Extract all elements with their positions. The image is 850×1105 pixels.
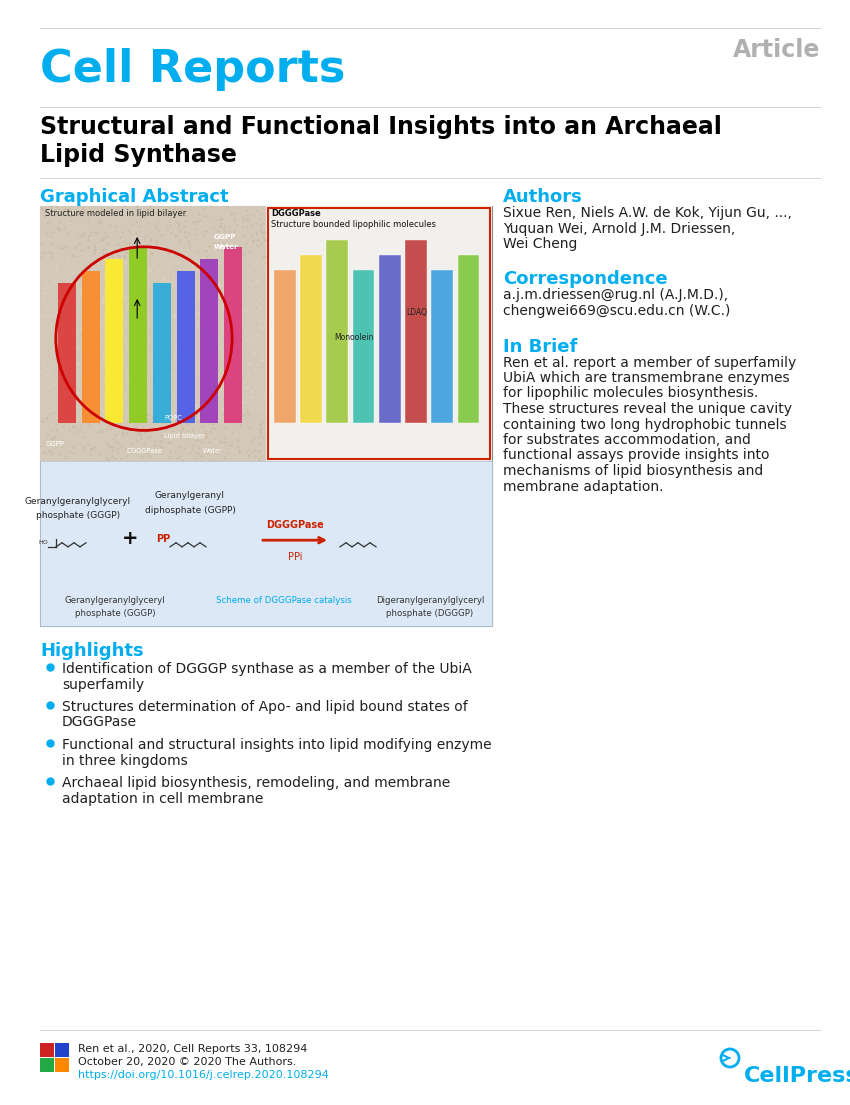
Bar (82, 271, 99, 423)
Text: superfamily: superfamily (62, 677, 144, 692)
Text: Digeranylgeranylglyceryl: Digeranylgeranylglyceryl (376, 597, 484, 606)
Text: Authors: Authors (503, 188, 583, 206)
Text: Sixue Ren, Niels A.W. de Kok, Yijun Gu, ...,: Sixue Ren, Niels A.W. de Kok, Yijun Gu, … (503, 206, 792, 220)
Text: Structures determination of Apo- and lipid bound states of: Structures determination of Apo- and lip… (62, 699, 468, 714)
Bar (177, 271, 195, 423)
Bar (40, 206, 266, 461)
Bar (153, 283, 171, 423)
Text: DGGGPase: DGGGPase (266, 520, 324, 530)
Bar (266, 206, 492, 461)
Text: Yuquan Wei, Arnold J.M. Driessen,: Yuquan Wei, Arnold J.M. Driessen, (503, 221, 735, 235)
Text: Structure modeled in lipid bilayer: Structure modeled in lipid bilayer (45, 209, 186, 218)
Text: In Brief: In Brief (503, 337, 577, 356)
Text: Ren et al., 2020, Cell Reports 33, 108294: Ren et al., 2020, Cell Reports 33, 10829… (78, 1044, 308, 1054)
Bar (40, 1057, 54, 1072)
Text: Cell Reports: Cell Reports (40, 48, 345, 91)
Bar (129, 246, 147, 423)
Text: PP: PP (156, 534, 170, 544)
Text: diphosphate (GGPP): diphosphate (GGPP) (144, 506, 235, 515)
Text: UbiA which are transmembrane enzymes: UbiA which are transmembrane enzymes (503, 371, 790, 385)
Text: phosphate (GGGP): phosphate (GGGP) (36, 511, 120, 519)
Text: CellPress: CellPress (744, 1066, 850, 1086)
Text: Graphical Abstract: Graphical Abstract (40, 188, 229, 206)
Text: PPi: PPi (288, 552, 303, 562)
Text: mechanisms of lipid biosynthesis and: mechanisms of lipid biosynthesis and (503, 464, 763, 478)
Text: Structural and Functional Insights into an Archaeal: Structural and Functional Insights into … (40, 115, 722, 139)
Text: phosphate (DGGGP): phosphate (DGGGP) (387, 610, 473, 619)
Text: a.j.m.driessen@rug.nl (A.J.M.D.),: a.j.m.driessen@rug.nl (A.J.M.D.), (503, 288, 728, 303)
Text: Highlights: Highlights (40, 642, 144, 660)
Text: POPC: POPC (164, 415, 182, 421)
Text: phosphate (GGGP): phosphate (GGGP) (75, 610, 156, 619)
Bar (458, 255, 479, 423)
Bar (268, 208, 490, 459)
Bar (405, 240, 427, 423)
Text: LDAQ: LDAQ (406, 308, 427, 317)
Bar (40, 206, 492, 627)
Text: DGGGPase: DGGGPase (271, 209, 320, 218)
Text: Correspondence: Correspondence (503, 271, 667, 288)
Text: for lipophilic molecules biosynthesis.: for lipophilic molecules biosynthesis. (503, 387, 758, 400)
Text: Geranylgeranyl: Geranylgeranyl (155, 491, 225, 499)
Text: Wei Cheng: Wei Cheng (503, 236, 577, 251)
Text: Geranylgeranylglyceryl: Geranylgeranylglyceryl (25, 497, 131, 506)
Bar (55, 1043, 69, 1057)
Bar (379, 255, 400, 423)
Text: functional assays provide insights into: functional assays provide insights into (503, 449, 769, 463)
Text: These structures reveal the unique cavity: These structures reveal the unique cavit… (503, 402, 792, 415)
Text: Structure bounded lipophilic molecules: Structure bounded lipophilic molecules (270, 220, 435, 229)
Text: chengwei669@scu.edu.cn (W.C.): chengwei669@scu.edu.cn (W.C.) (503, 304, 730, 318)
Bar (224, 246, 242, 423)
Text: https://doi.org/10.1016/j.celrep.2020.108294: https://doi.org/10.1016/j.celrep.2020.10… (78, 1070, 329, 1080)
Text: Archaeal lipid biosynthesis, remodeling, and membrane: Archaeal lipid biosynthesis, remodeling,… (62, 776, 450, 790)
Bar (353, 270, 374, 423)
Text: October 20, 2020 © 2020 The Authors.: October 20, 2020 © 2020 The Authors. (78, 1057, 297, 1067)
Text: Article: Article (733, 38, 820, 62)
Text: GGPP: GGPP (46, 441, 65, 446)
Text: membrane adaptation.: membrane adaptation. (503, 480, 664, 494)
Text: Lipid bilayer: Lipid bilayer (164, 433, 205, 439)
Text: +: + (122, 529, 139, 548)
Text: containing two long hydrophobic tunnels: containing two long hydrophobic tunnels (503, 418, 786, 431)
Text: DGGGPase: DGGGPase (62, 716, 137, 729)
Bar (55, 1057, 69, 1072)
Text: GGPP: GGPP (214, 234, 236, 240)
Text: Monoolein: Monoolein (334, 334, 373, 343)
Bar (40, 1043, 54, 1057)
Text: Scheme of DGGGPase catalysis: Scheme of DGGGPase catalysis (216, 597, 352, 606)
Bar (274, 270, 296, 423)
Text: DGGGPase: DGGGPase (126, 449, 162, 454)
Text: Lipid Synthase: Lipid Synthase (40, 143, 237, 167)
Text: Functional and structural insights into lipid modifying enzyme: Functional and structural insights into … (62, 738, 491, 753)
Bar (300, 255, 322, 423)
Text: in three kingdoms: in three kingdoms (62, 754, 188, 768)
Bar (326, 240, 348, 423)
Text: adaptation in cell membrane: adaptation in cell membrane (62, 791, 264, 806)
Bar (432, 270, 453, 423)
Text: Geranylgeranylglyceryl: Geranylgeranylglyceryl (65, 597, 165, 606)
Bar (105, 259, 123, 423)
Bar (58, 283, 76, 423)
Text: Identification of DGGGP synthase as a member of the UbiA: Identification of DGGGP synthase as a me… (62, 662, 472, 676)
Text: Ren et al. report a member of superfamily: Ren et al. report a member of superfamil… (503, 356, 796, 369)
Text: HO: HO (38, 540, 48, 545)
Bar (40, 461, 492, 627)
Text: for substrates accommodation, and: for substrates accommodation, and (503, 433, 751, 448)
Bar (201, 259, 218, 423)
Text: Water: Water (202, 449, 223, 454)
Text: Water: Water (214, 244, 239, 250)
